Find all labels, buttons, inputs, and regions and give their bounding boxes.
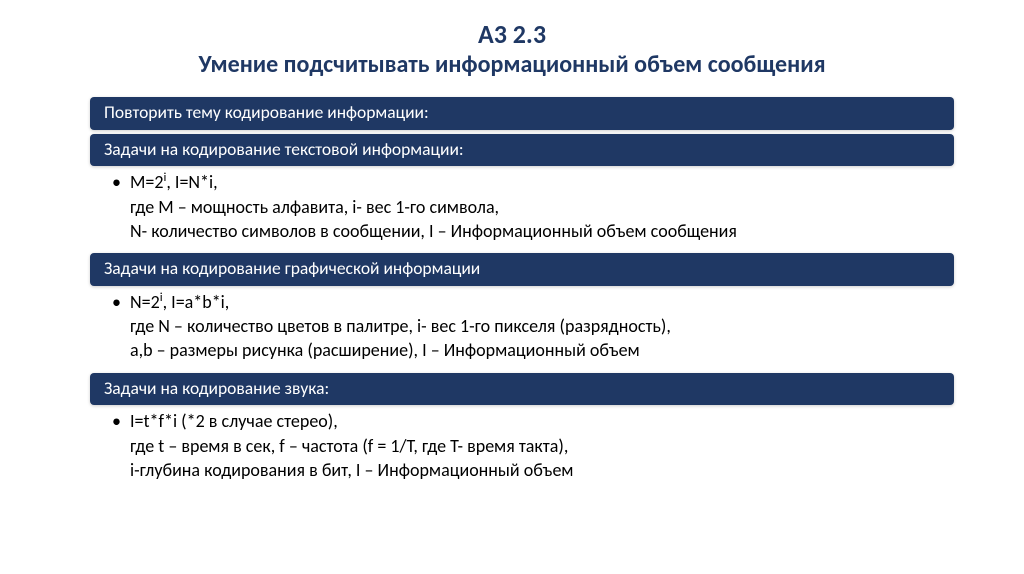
section-body-3: I=t*f*i (*2 в случае стерео), где t – вр… xyxy=(90,405,954,492)
body-line-3-0: где t – время в сек, f – частота (f = 1/… xyxy=(118,434,936,458)
body-line-1-0: где М – мощность алфавита, i- вес 1-го с… xyxy=(118,195,936,219)
slide-title: А3 2.3 Умение подсчитывать информационны… xyxy=(0,18,1024,79)
section-header-1: Задачи на кодирование текстовой информац… xyxy=(90,134,954,167)
body-line-1-1: N- количество символов в сообщении, I – … xyxy=(118,219,936,243)
section-header-2: Задачи на кодирование графической информ… xyxy=(90,253,954,286)
content-area: Повторить тему кодирование информации: З… xyxy=(0,97,1024,492)
title-line-1: А3 2.3 xyxy=(0,18,1024,50)
section-body-1: M=2i, I=N*i, где М – мощность алфавита, … xyxy=(90,166,954,253)
body-line-2-1: a,b – размеры рисунка (расширение), I – … xyxy=(118,338,936,362)
section-header-3: Задачи на кодирование звука: xyxy=(90,373,954,406)
section-body-2: N=2i, I=a*b*i, где N – количество цветов… xyxy=(90,286,954,373)
section-header-0: Повторить тему кодирование информации: xyxy=(90,97,954,130)
slide: А3 2.3 Умение подсчитывать информационны… xyxy=(0,0,1024,574)
body-line-2-0: где N – количество цветов в палитре, i- … xyxy=(118,314,936,338)
formula-text-1: M=2i, I=N*i, xyxy=(118,170,936,194)
body-line-3-1: i-глубина кодирования в бит, I – Информа… xyxy=(118,458,936,482)
formula-text-2: N=2i, I=a*b*i, xyxy=(118,290,936,314)
title-line-2: Умение подсчитывать информационный объем… xyxy=(0,50,1024,79)
formula-text-3: I=t*f*i (*2 в случае стерео), xyxy=(118,409,936,433)
